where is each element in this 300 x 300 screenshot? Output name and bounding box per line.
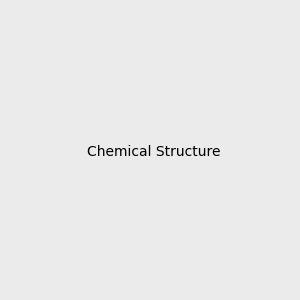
Text: Chemical Structure: Chemical Structure: [87, 145, 220, 158]
